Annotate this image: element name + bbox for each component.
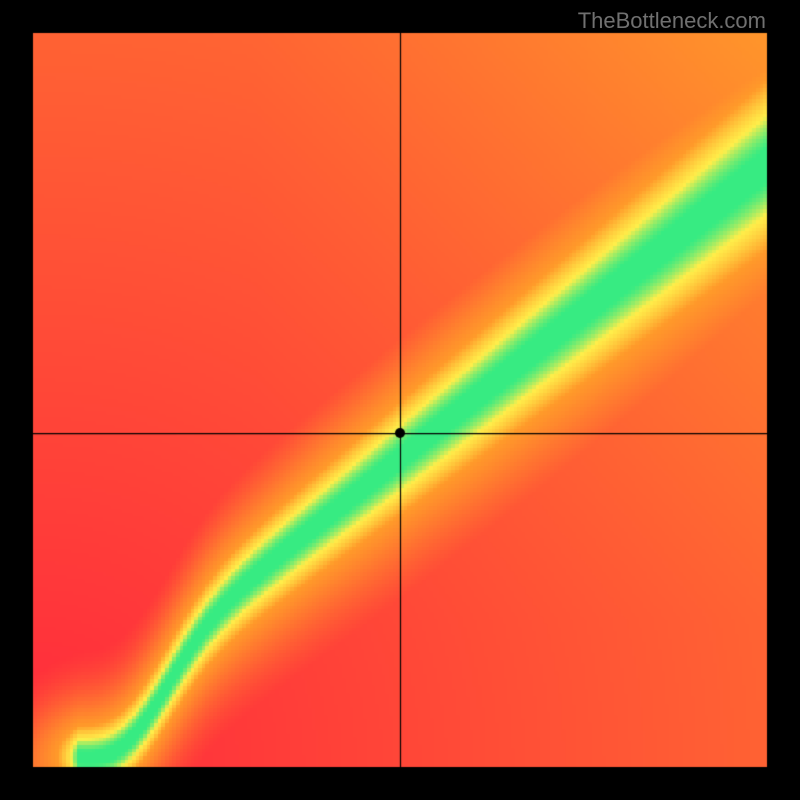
heatmap-canvas [0,0,800,800]
chart-stage: TheBottleneck.com [0,0,800,800]
